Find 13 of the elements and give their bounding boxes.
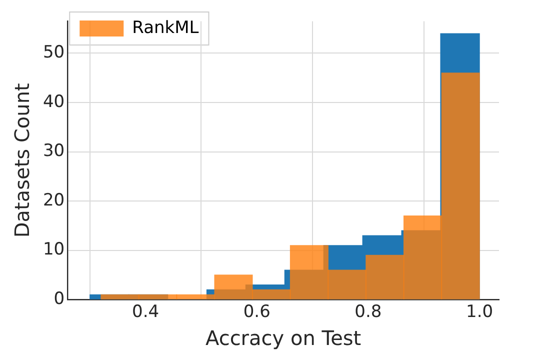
x-tick-label: 0.6 [243,302,270,322]
x-tick-label: 0.4 [132,302,160,322]
y-tick-label: 30 [42,141,65,162]
x-tick-label: 1.0 [466,302,494,322]
y-axis-title: Datasets Count [10,83,34,238]
legend-label: RankML [132,18,200,38]
x-axis-title: Accracy on Test [205,326,362,350]
y-tick-label: 40 [42,92,65,112]
y-tick-label: 10 [42,240,65,260]
y-tick-label: 0 [54,289,65,310]
x-tick-label: 0.8 [354,302,382,322]
y-tick-label: 20 [42,190,65,210]
y-tick-label: 50 [42,42,65,63]
